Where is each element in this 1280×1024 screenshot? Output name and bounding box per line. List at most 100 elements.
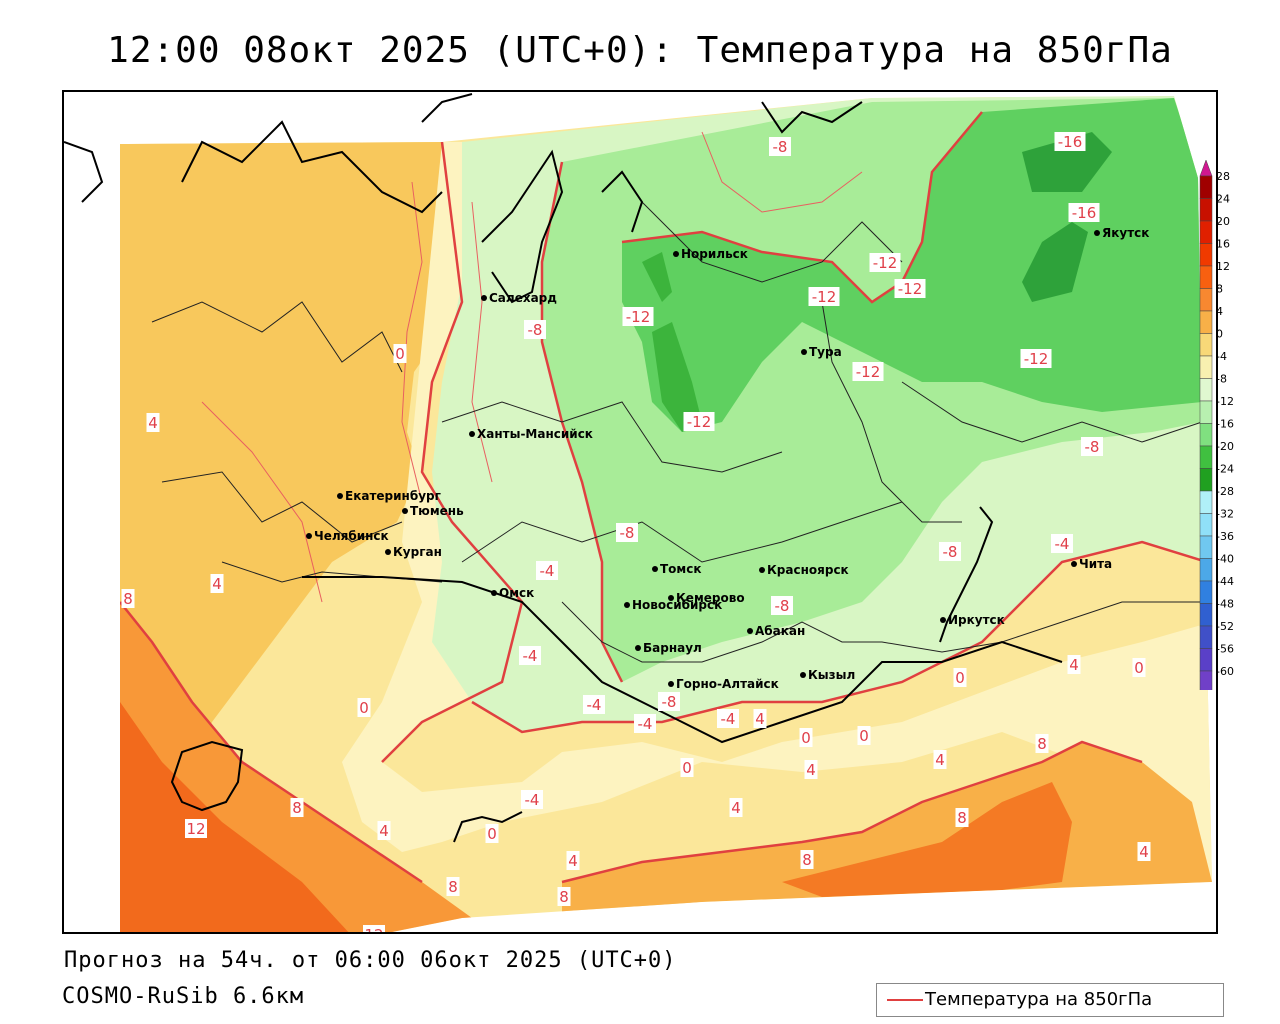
isotherm-label-bg [121,589,135,608]
isotherm-label-bg [729,798,743,817]
legend-label: Температура на 850гПа [925,989,1153,1010]
colorbar-tick: 4 [1216,305,1223,318]
isotherm-label-text: -12 [626,308,651,326]
isotherm-label: -8 [1081,437,1103,456]
isotherm-label: 0 [680,758,694,777]
colorbar-tick: -20 [1216,440,1234,453]
colorbar-tick: 24 [1216,193,1230,206]
isotherm-label: 8 [955,808,969,827]
colorbar-tick: -16 [1216,418,1234,431]
isotherm-label-text: 8 [292,799,302,817]
isotherm-label: -8 [769,137,791,156]
city-label: Ханты-Мансийск [477,427,593,441]
city-label: Кемерово [676,591,745,605]
city-label: Курган [393,545,442,559]
city-dot [800,672,806,678]
city-dot [668,681,674,687]
legend-line-swatch [887,999,923,1001]
colorbar-tick: 12 [1216,260,1230,273]
city-label: Омск [499,586,534,600]
isotherm-label-text: 4 [379,822,389,840]
isotherm-label-text: 4 [731,799,741,817]
city-label: Тура [809,345,842,359]
colorbar-segment [1199,580,1213,604]
colorbar-tick: -40 [1216,553,1234,566]
isotherm-label-bg [446,877,460,896]
colorbar-tick: -48 [1216,598,1234,611]
city-marker: Кызыл [800,668,855,682]
colorbar-segment [1199,535,1213,559]
isotherm-label: -8 [939,542,961,561]
colorbar-segment [1199,670,1213,690]
isotherm-label: -4 [1051,534,1073,553]
isotherm-label-text: -4 [638,715,653,733]
isotherm-label: -12 [869,253,901,272]
city-label: Салехард [489,291,557,305]
forecast-info: Прогноз на 54ч. от 06:00 06окт 2025 (UTC… [64,948,677,973]
colorbar-tick: 28 [1216,170,1230,183]
city-label: Челябинск [314,529,389,543]
isotherm-label-bg [1067,655,1081,674]
isotherm-label: 0 [357,698,371,717]
isotherm-label: 4 [933,750,947,769]
colorbar-segment [1199,513,1213,537]
isotherm-label-text: -12 [898,280,923,298]
city-label: Новосибирск [632,598,722,612]
isotherm-label-text: 0 [682,759,692,777]
city-label: Томск [660,562,702,576]
isotherm-label: 4 [1137,842,1151,861]
colorbar-tick: -36 [1216,530,1234,543]
isotherm-label: -12 [894,279,926,298]
city-marker: Курган [385,545,442,559]
isotherm-label-bg [536,561,558,580]
colorbar-segment [1199,333,1213,357]
isotherm-label-bg [1035,734,1049,753]
temperature-map: Норильск Якутск Салехард Тура Ханты-Мансийск… [64,92,1216,932]
colorbar-segment [1199,468,1213,492]
isotherm-label-text: -8 [943,543,958,561]
colorbar-segment [1199,603,1213,627]
city-marker: Тура [801,345,842,359]
map-title: 12:00 08окт 2025 (UTC+0): Температура на… [107,30,1173,71]
colorbar-tick: -56 [1216,643,1234,656]
isotherm-label: -8 [658,692,680,711]
isotherm-label-bg [377,821,391,840]
isotherm-label-bg [857,726,871,745]
colorbar-tick: -52 [1216,620,1234,633]
city-dot [469,431,475,437]
isotherm-label-bg [955,808,969,827]
isotherm-label-bg [363,925,385,932]
city-label: Барнаул [643,641,702,655]
isotherm-label-bg [583,695,605,714]
isotherm-label-bg [616,523,638,542]
isotherm-label-text: 0 [1134,659,1144,677]
isotherm-label-text: 4 [1139,843,1149,861]
isotherm-label-text: 4 [806,761,816,779]
isotherm-label: 0 [393,344,407,363]
isotherm-label-bg [210,574,224,593]
isotherm-label-text: 8 [559,888,569,906]
isotherm-label-text: -4 [523,647,538,665]
isotherm-label: -16 [1054,132,1086,151]
isotherm-label: -4 [717,709,739,728]
isotherm-label: 8 [800,850,814,869]
colorbar-segment [1199,400,1213,424]
city-marker: Омск [491,586,534,600]
isotherm-label-bg [869,253,901,272]
isotherm-label: -4 [583,695,605,714]
isotherm-label-text: 8 [1037,735,1047,753]
city-marker: Барнаул [635,641,702,655]
isotherm-label: 4 [753,709,767,728]
isotherm-label: 4 [804,760,818,779]
isotherm-label-bg [566,851,580,870]
city-label: Чита [1079,557,1112,571]
isotherm-label-bg [771,596,793,615]
isotherm-label: -4 [521,790,543,809]
isotherm-label: -16 [1068,203,1100,222]
isotherm-label-bg [524,320,546,339]
isotherm-label-bg [680,758,694,777]
isotherm-label-text: -8 [662,693,677,711]
isotherm-label: 8 [557,887,571,906]
isotherm-label-bg [894,279,926,298]
isotherm-label: 4 [377,821,391,840]
